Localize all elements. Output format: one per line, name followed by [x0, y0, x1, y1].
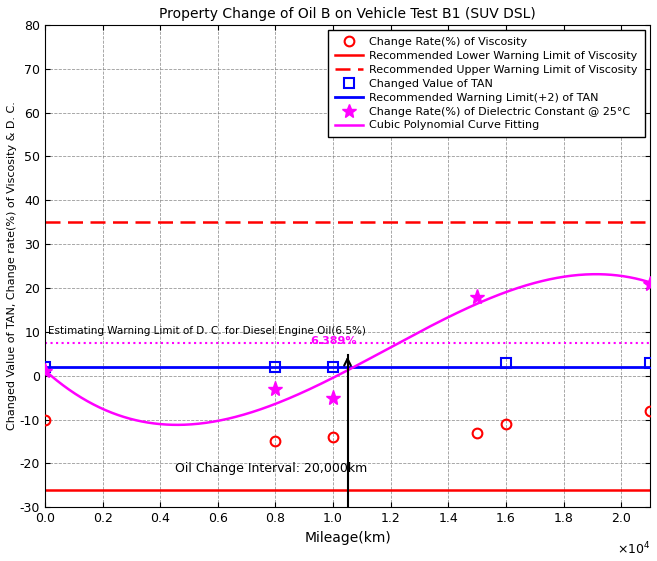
X-axis label: Mileage(km): Mileage(km): [304, 531, 391, 545]
Text: $\times 10^4$: $\times 10^4$: [616, 541, 650, 558]
Legend: Change Rate(%) of Viscosity, Recommended Lower Warning Limit of Viscosity, Recom: Change Rate(%) of Viscosity, Recommended…: [328, 30, 645, 137]
Title: Property Change of Oil B on Vehicle Test B1 (SUV DSL): Property Change of Oil B on Vehicle Test…: [159, 7, 536, 21]
Text: Estimating Warning Limit of D. C. for Diesel Engine Oil(6.5%): Estimating Warning Limit of D. C. for Di…: [48, 326, 366, 336]
Y-axis label: Changed Value of TAN, Change rate(%) of Viscosity & D. C.: Changed Value of TAN, Change rate(%) of …: [7, 102, 17, 430]
Text: 6.389%: 6.389%: [310, 336, 357, 346]
Text: Oil Change Interval: 20,000km: Oil Change Interval: 20,000km: [175, 462, 367, 475]
